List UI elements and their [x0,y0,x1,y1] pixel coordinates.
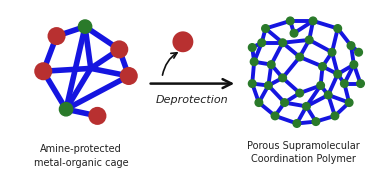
Circle shape [120,67,138,85]
Circle shape [255,99,263,106]
Circle shape [59,103,73,116]
Circle shape [350,61,358,68]
Circle shape [347,42,355,49]
Circle shape [345,99,353,106]
Circle shape [328,48,336,56]
Text: Porous Supramolecular
Coordination Polymer: Porous Supramolecular Coordination Polym… [247,141,360,164]
Circle shape [279,39,287,47]
Circle shape [34,62,52,80]
Circle shape [319,63,326,70]
Circle shape [305,36,313,44]
Circle shape [296,53,304,61]
Circle shape [309,17,317,25]
Circle shape [262,25,270,32]
Circle shape [110,40,128,58]
Circle shape [287,17,294,25]
Circle shape [265,82,272,89]
Circle shape [268,61,275,68]
Circle shape [331,112,339,120]
Circle shape [279,74,287,82]
Circle shape [78,20,92,33]
Circle shape [312,118,320,125]
Circle shape [172,31,193,52]
Circle shape [250,58,258,65]
Circle shape [296,89,304,97]
Circle shape [293,120,301,127]
Circle shape [341,80,348,87]
Circle shape [334,70,342,78]
Circle shape [248,44,256,51]
Circle shape [248,80,256,87]
Circle shape [357,80,364,87]
Circle shape [317,82,324,89]
Text: Amine-protected
metal-organic cage: Amine-protected metal-organic cage [34,144,129,168]
Circle shape [88,107,107,125]
Circle shape [355,48,363,56]
Circle shape [334,25,342,32]
Circle shape [281,99,288,106]
Circle shape [324,91,332,99]
Circle shape [271,112,279,120]
Circle shape [290,29,298,37]
Circle shape [302,103,310,110]
Circle shape [258,39,265,47]
Circle shape [48,27,66,45]
Text: Deprotection: Deprotection [156,95,229,105]
